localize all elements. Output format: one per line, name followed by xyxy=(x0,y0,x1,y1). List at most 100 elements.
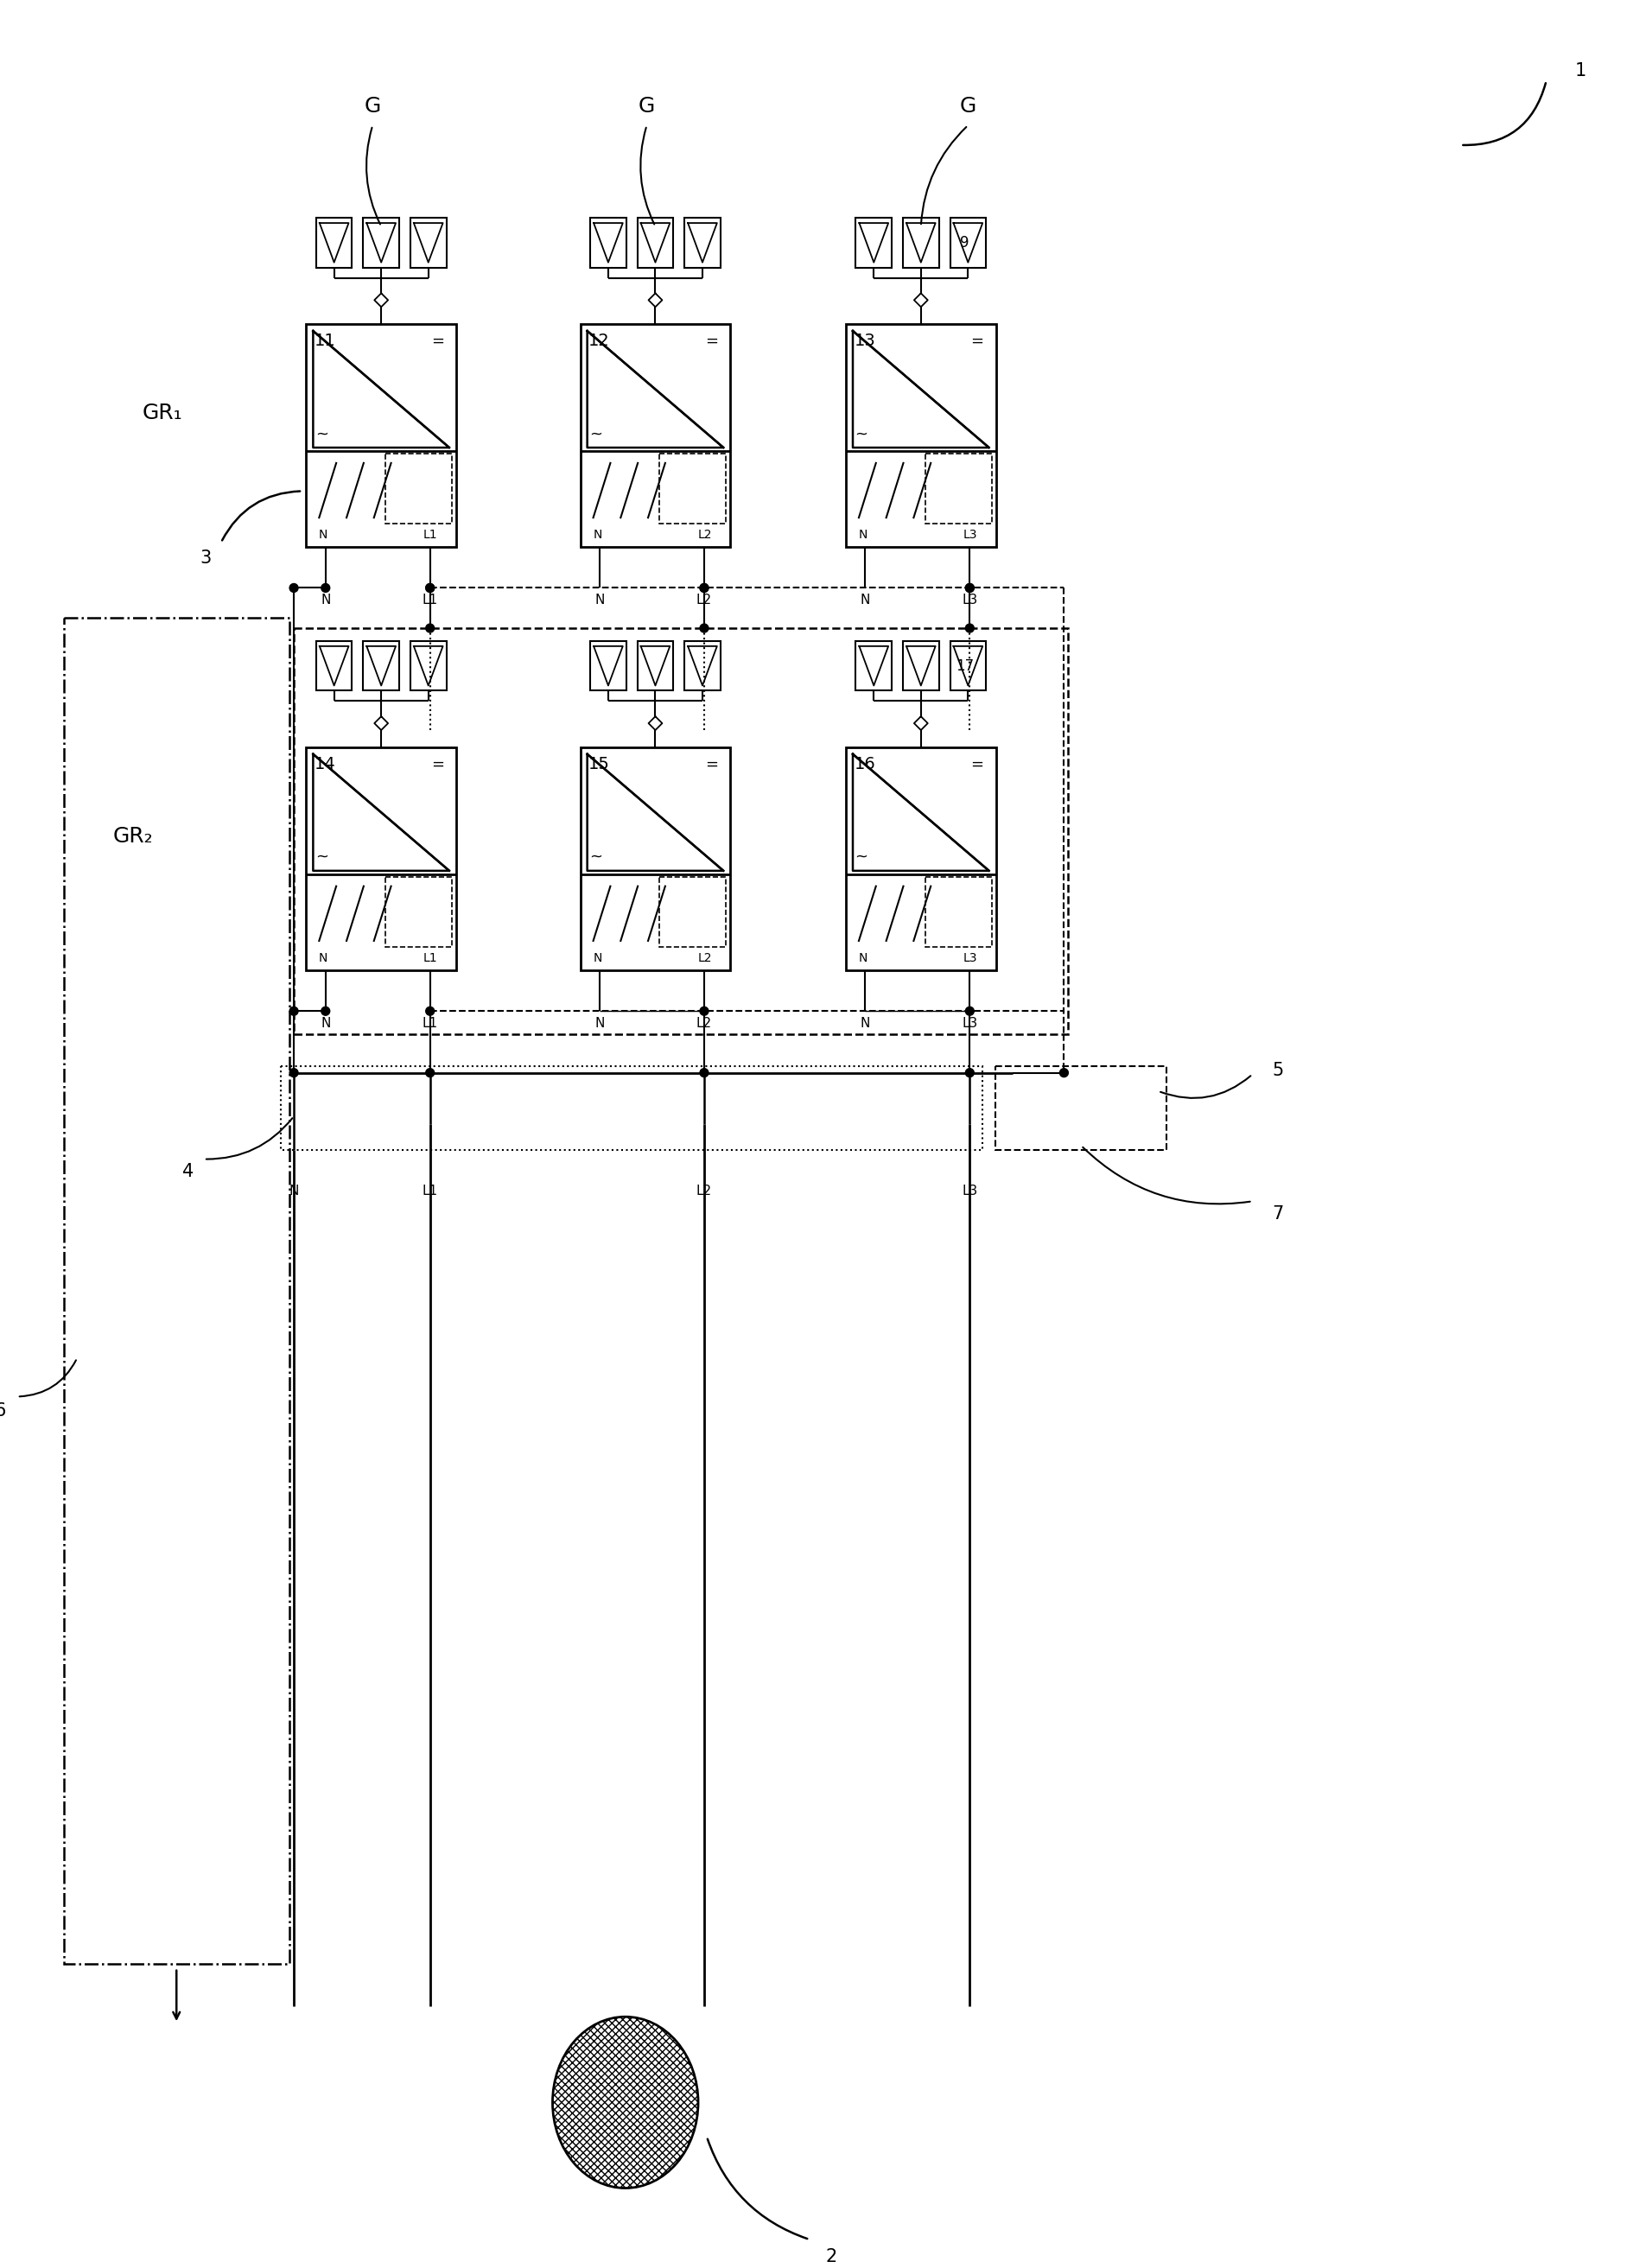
Text: N: N xyxy=(290,1184,298,1198)
Circle shape xyxy=(966,1068,974,1077)
Text: 15: 15 xyxy=(589,755,611,773)
Bar xyxy=(904,218,938,268)
Bar xyxy=(904,642,938,692)
Text: N: N xyxy=(593,953,602,964)
Circle shape xyxy=(290,583,298,592)
Text: N: N xyxy=(859,953,867,964)
Bar xyxy=(685,218,721,268)
Circle shape xyxy=(1060,1068,1068,1077)
Text: G: G xyxy=(639,95,655,118)
Bar xyxy=(364,642,400,692)
Text: L3: L3 xyxy=(961,1184,978,1198)
Bar xyxy=(364,218,400,268)
Text: L3: L3 xyxy=(963,528,978,540)
Circle shape xyxy=(426,1007,435,1016)
Text: ~: ~ xyxy=(314,848,328,864)
Text: L1: L1 xyxy=(423,1184,438,1198)
Bar xyxy=(925,878,991,946)
Text: L2: L2 xyxy=(696,594,713,606)
Circle shape xyxy=(966,1007,974,1016)
Bar xyxy=(64,617,290,1964)
Text: =: = xyxy=(704,333,718,349)
Bar xyxy=(856,218,892,268)
Bar xyxy=(316,218,352,268)
Bar xyxy=(856,642,892,692)
Text: 1: 1 xyxy=(1575,61,1587,79)
Text: N: N xyxy=(593,528,602,540)
Circle shape xyxy=(700,583,708,592)
Bar xyxy=(846,324,996,547)
Text: =: = xyxy=(431,333,444,349)
Circle shape xyxy=(700,583,708,592)
Bar xyxy=(685,642,721,692)
Text: 6: 6 xyxy=(0,1402,7,1420)
Bar xyxy=(306,324,456,547)
Bar xyxy=(316,642,352,692)
Circle shape xyxy=(700,1007,708,1016)
Text: N: N xyxy=(859,528,867,540)
Circle shape xyxy=(321,583,329,592)
Text: N: N xyxy=(594,594,604,606)
Bar xyxy=(950,218,986,268)
Text: GR₂: GR₂ xyxy=(112,826,153,846)
Text: L3: L3 xyxy=(961,594,978,606)
Circle shape xyxy=(426,583,435,592)
Circle shape xyxy=(321,1007,329,1016)
Text: 17: 17 xyxy=(955,658,974,674)
Text: 16: 16 xyxy=(854,755,876,773)
Text: N: N xyxy=(319,528,328,540)
Bar xyxy=(996,1066,1167,1150)
Bar xyxy=(581,746,731,971)
Bar xyxy=(660,878,726,946)
Text: N: N xyxy=(594,1016,604,1030)
Text: L2: L2 xyxy=(696,1016,713,1030)
Bar xyxy=(591,218,625,268)
Text: ~: ~ xyxy=(314,426,328,442)
Text: L3: L3 xyxy=(961,1016,978,1030)
Bar xyxy=(295,628,1068,1034)
Circle shape xyxy=(966,583,974,592)
Text: 4: 4 xyxy=(183,1163,194,1182)
Text: 13: 13 xyxy=(854,333,876,349)
Text: 14: 14 xyxy=(314,755,336,773)
Bar xyxy=(637,218,673,268)
Bar xyxy=(846,746,996,971)
Text: N: N xyxy=(321,594,331,606)
Text: G: G xyxy=(960,95,976,118)
Circle shape xyxy=(700,624,708,633)
Bar xyxy=(281,1066,983,1150)
Circle shape xyxy=(426,1068,435,1077)
Circle shape xyxy=(426,624,435,633)
Text: =: = xyxy=(971,758,984,771)
Bar xyxy=(385,454,453,524)
Text: L2: L2 xyxy=(696,1184,713,1198)
Text: L1: L1 xyxy=(423,1016,438,1030)
Bar xyxy=(581,324,731,547)
Bar xyxy=(306,746,456,971)
Text: 7: 7 xyxy=(1272,1207,1284,1222)
Bar xyxy=(925,454,991,524)
Text: 12: 12 xyxy=(589,333,611,349)
Circle shape xyxy=(290,1007,298,1016)
Circle shape xyxy=(700,1068,708,1077)
Text: =: = xyxy=(971,333,984,349)
Text: L2: L2 xyxy=(698,528,711,540)
Text: N: N xyxy=(861,594,871,606)
Text: N: N xyxy=(861,1016,871,1030)
Bar xyxy=(591,642,625,692)
Circle shape xyxy=(426,583,435,592)
Text: L1: L1 xyxy=(423,953,438,964)
Text: L2: L2 xyxy=(698,953,711,964)
Text: ~: ~ xyxy=(854,848,867,864)
Text: ~: ~ xyxy=(589,426,602,442)
Bar xyxy=(637,642,673,692)
Text: 11: 11 xyxy=(314,333,336,349)
Text: =: = xyxy=(431,758,444,771)
Circle shape xyxy=(966,583,974,592)
Bar xyxy=(660,454,726,524)
Circle shape xyxy=(966,624,974,633)
Text: N: N xyxy=(319,953,328,964)
Text: ~: ~ xyxy=(589,848,602,864)
Text: N: N xyxy=(321,1016,331,1030)
Text: L1: L1 xyxy=(423,528,438,540)
